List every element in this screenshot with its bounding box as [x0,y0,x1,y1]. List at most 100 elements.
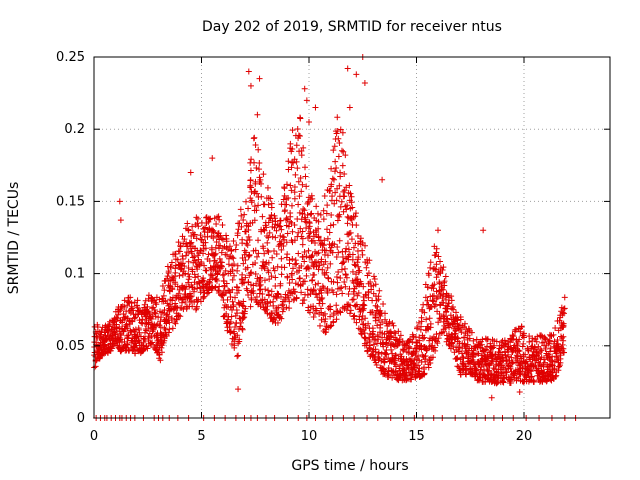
data-point [285,194,292,201]
data-point [478,363,485,370]
data-point [324,235,331,242]
data-point [501,337,508,344]
data-point [286,257,293,264]
data-point [552,373,559,380]
data-point [299,228,306,235]
data-point [199,277,206,284]
data-point [203,214,210,221]
data-point [252,296,259,303]
data-point [412,348,419,355]
y-tick-label: 0.1 [64,267,85,282]
data-point [333,253,340,260]
data-point [265,219,272,226]
y-tick-label: 0.25 [56,50,85,65]
data-point [346,182,353,189]
data-point [399,338,406,345]
data-point [422,294,429,301]
data-point [260,245,267,252]
data-point [477,366,484,373]
data-point [292,257,299,264]
data-point [400,365,407,372]
data-point [473,336,480,343]
data-point [253,164,260,171]
data-point [256,75,263,82]
data-point [251,203,258,210]
data-point [253,207,260,214]
data-point [484,367,491,374]
data-point [149,339,156,346]
data-point [271,267,278,274]
data-point [252,180,259,187]
data-point [177,304,184,311]
data-point [501,348,508,355]
data-point [102,332,109,339]
data-point [528,367,535,374]
data-point [135,326,142,333]
data-point [403,369,410,376]
data-point [526,338,533,345]
data-point [116,342,123,349]
data-point [322,258,329,265]
data-point [333,302,340,309]
data-point [353,222,360,229]
data-point [538,347,545,354]
data-point [279,233,286,240]
data-point [295,229,302,236]
data-point [392,352,399,359]
data-point [333,164,340,171]
data-point [344,220,351,227]
data-point [121,314,128,321]
data-point [229,276,236,283]
data-point [335,269,342,276]
data-point [331,200,338,207]
data-point [265,194,272,201]
data-point [202,267,209,274]
data-point [455,348,462,355]
data-point [315,233,322,240]
data-point [307,211,314,218]
data-point [541,369,548,376]
data-point [354,292,361,299]
data-point [239,240,246,247]
data-point [546,337,553,344]
data-point [274,311,281,318]
data-point [218,249,225,256]
data-point [263,224,270,231]
data-point [381,331,388,338]
data-point [189,254,196,261]
data-point [330,278,337,285]
data-point [245,291,252,298]
data-point [239,302,246,309]
data-point [252,260,259,267]
data-point [347,307,354,314]
data-point [330,312,337,319]
data-point [363,264,370,271]
data-point [352,213,359,220]
data-point [425,272,432,279]
data-point [442,273,449,280]
data-point [288,159,295,166]
chart-title: Day 202 of 2019, SRMTID for receiver ntu… [202,19,502,35]
data-point [226,324,233,331]
data-point [435,227,441,234]
data-point [224,296,231,303]
data-point [177,313,184,320]
data-point [347,190,354,197]
data-point [184,220,191,227]
data-point [459,354,466,361]
data-point [423,345,430,352]
data-point [212,250,219,257]
data-point [226,243,233,250]
data-point [349,268,356,275]
data-point [213,239,220,246]
data-point [302,216,309,223]
data-point [229,298,236,305]
data-point [445,330,452,337]
data-point [219,222,226,229]
data-point [228,248,235,255]
data-point [315,249,322,256]
data-point [561,294,568,301]
data-point [408,376,415,383]
data-point [275,304,282,311]
data-point [143,343,150,350]
